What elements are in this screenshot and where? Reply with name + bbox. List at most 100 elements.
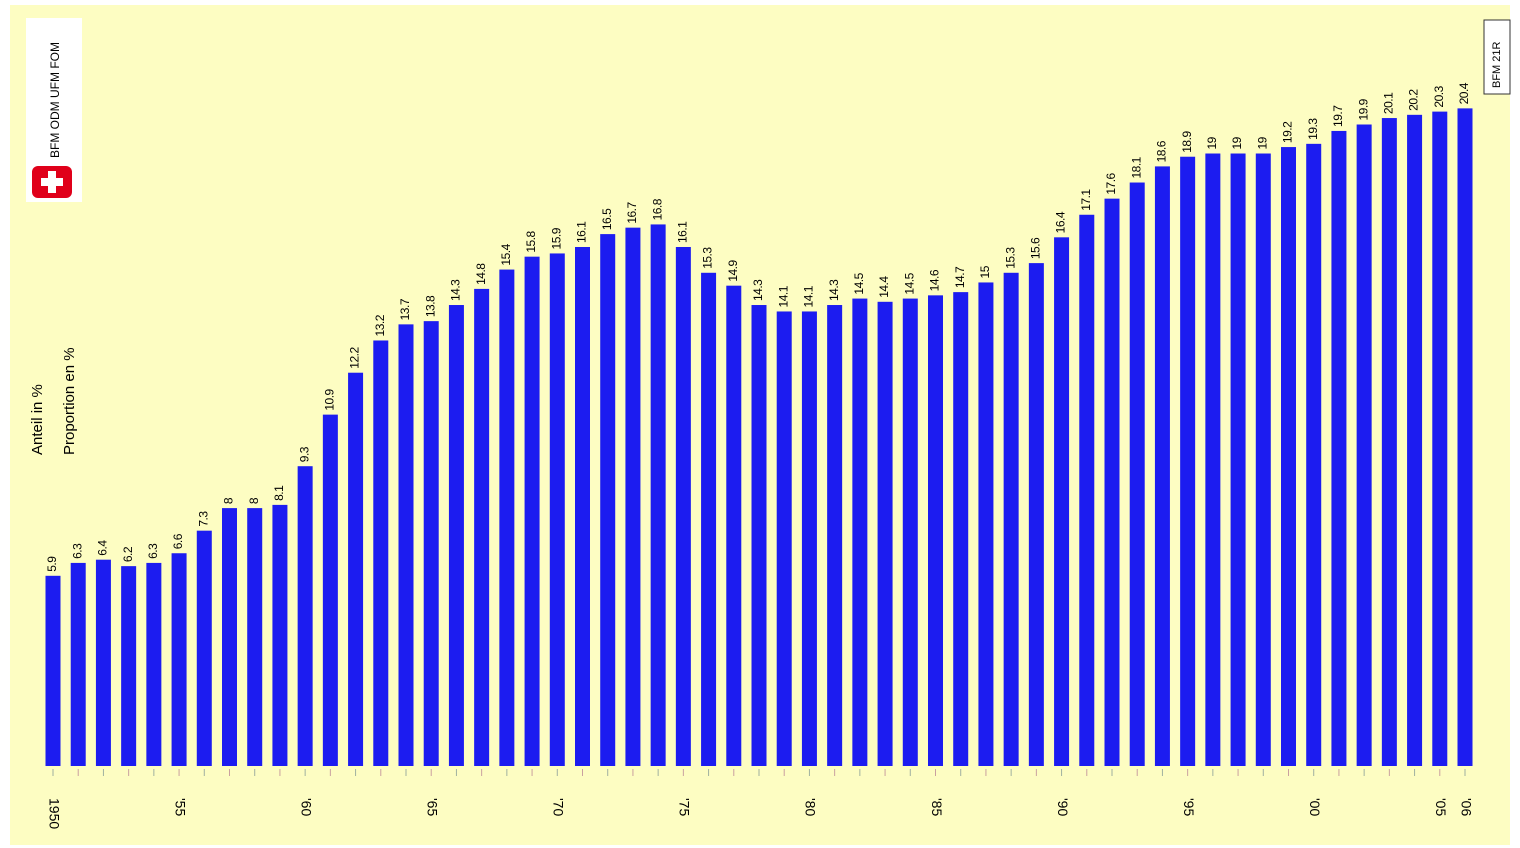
bar [196,530,212,766]
bar [1079,214,1095,766]
value-label: 18.9 [1180,131,1194,153]
bar [45,575,61,766]
value-label: 6.3 [146,543,160,559]
bar [423,321,439,766]
bar [1129,182,1145,767]
value-label: 14.5 [902,272,916,294]
bar [549,253,565,766]
x-tick-label: 1950 [46,798,62,829]
x-tick-label: '75 [677,798,693,816]
value-label: 19.7 [1331,105,1345,127]
bar [1028,263,1044,766]
bar [625,227,641,767]
x-tick-label: '55 [172,798,188,816]
value-label: 17.6 [1104,172,1118,194]
bar [978,282,994,766]
bar [726,285,742,766]
value-label: 15.9 [549,227,563,249]
value-label: 7.3 [196,511,210,527]
bar [1054,237,1070,766]
bar [297,466,313,766]
bar [1255,153,1271,766]
bar [675,246,691,766]
bar [902,298,918,766]
value-label: 15.6 [1029,237,1043,259]
bar [751,305,767,766]
bar [701,272,717,766]
value-label: 5.9 [45,556,59,572]
bar [70,562,86,766]
bar [575,246,590,766]
value-label: 6.2 [121,546,135,562]
bar [1281,147,1296,766]
value-label: 9.3 [297,446,311,462]
value-label: 19.2 [1281,121,1295,143]
x-tick-label: '05 [1433,798,1449,816]
bar [928,295,943,766]
bar [448,305,464,766]
value-label: 15.4 [499,243,513,265]
bar [776,311,792,766]
bar [1180,156,1196,766]
bar [348,372,364,766]
value-label: 20.2 [1407,89,1421,111]
bar [1003,272,1019,766]
value-label: 6.3 [70,543,84,559]
logo-text: BFM ODM UFM FOM [48,42,62,158]
bar [171,553,187,766]
value-label: 19 [1205,136,1219,149]
bar [474,288,490,766]
bar [1457,108,1473,766]
bar [827,305,843,766]
bar [650,224,666,767]
bar [247,508,263,766]
value-label: 6.4 [96,540,110,556]
value-label: 19 [1230,136,1244,149]
value-label: 14.3 [827,279,841,301]
y-axis-label: Anteil in % [29,384,46,455]
x-tick-label: '90 [1055,798,1071,816]
bar [1381,118,1397,766]
value-label: 20.4 [1457,82,1471,104]
bar [1104,198,1120,766]
value-label: 19.3 [1306,118,1320,140]
value-label: 14.5 [852,272,866,294]
value-label: 14.3 [449,279,463,301]
bar [524,256,540,766]
value-label: 8 [222,497,236,504]
value-label: 14.6 [928,269,942,291]
value-label: 19.9 [1356,98,1370,120]
bar [322,414,338,766]
x-tick-label: '95 [1181,798,1197,816]
x-tick-label: '80 [803,798,819,816]
logo-cross [41,178,63,186]
value-label: 18.6 [1155,140,1169,162]
value-label: 14.7 [953,266,967,288]
value-label: 15.3 [701,247,715,269]
bar [499,269,515,766]
y-axis-label: Proportion en % [61,347,78,455]
bar [852,298,868,766]
value-label: 16.7 [625,201,639,223]
value-label: 16.1 [575,221,589,243]
value-label: 6.6 [171,533,185,549]
bar [121,566,137,766]
bar [373,340,389,766]
value-label: 15.3 [1003,247,1017,269]
value-label: 12.2 [348,347,362,369]
value-label: 15.8 [524,230,538,252]
value-label: 19 [1255,136,1269,149]
value-label: 16.4 [1054,211,1068,233]
bar [801,311,817,766]
value-label: 15 [978,265,992,278]
bar [1356,124,1372,767]
bar [398,324,414,766]
bar [272,504,288,766]
value-label: 13.2 [373,314,387,336]
value-label: 16.1 [676,221,690,243]
bar [1407,114,1423,766]
value-label: 14.8 [474,263,488,285]
bar [1432,111,1448,766]
x-tick-label: '70 [551,798,567,816]
